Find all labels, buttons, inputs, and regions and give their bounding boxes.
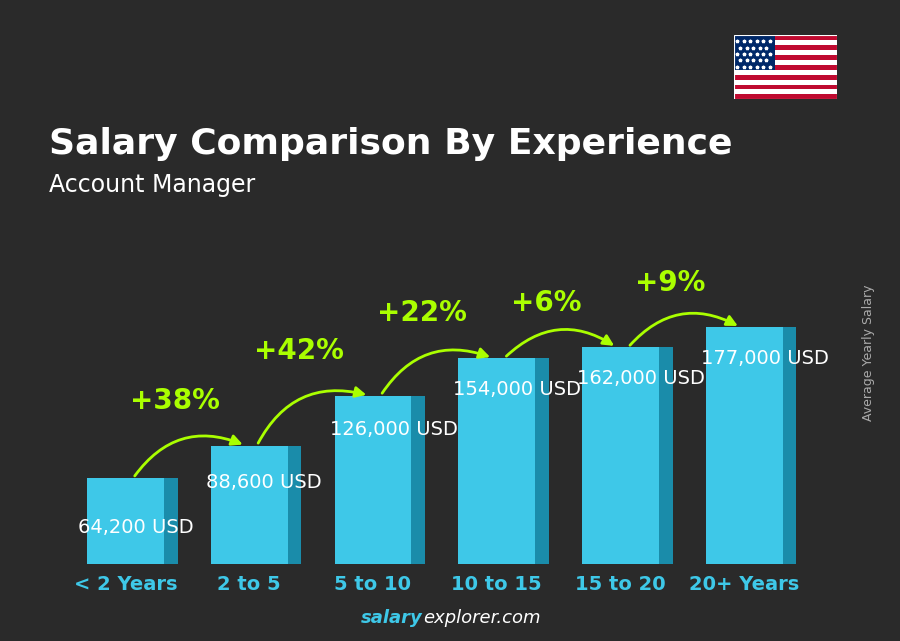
Bar xyxy=(734,94,837,99)
Text: salary: salary xyxy=(361,609,423,627)
Bar xyxy=(335,395,411,564)
Polygon shape xyxy=(659,347,672,564)
Polygon shape xyxy=(411,395,425,564)
Text: Average Yearly Salary: Average Yearly Salary xyxy=(862,285,875,420)
Polygon shape xyxy=(535,358,549,564)
Bar xyxy=(734,60,837,65)
Text: +6%: +6% xyxy=(511,288,581,317)
Bar xyxy=(87,478,164,564)
Bar xyxy=(211,445,288,564)
Text: 64,200 USD: 64,200 USD xyxy=(78,518,194,537)
Bar xyxy=(734,65,837,70)
Text: 126,000 USD: 126,000 USD xyxy=(329,420,457,439)
Bar xyxy=(734,85,837,90)
Polygon shape xyxy=(782,328,796,564)
Text: +38%: +38% xyxy=(130,387,220,415)
Text: 88,600 USD: 88,600 USD xyxy=(206,473,321,492)
Text: Account Manager: Account Manager xyxy=(49,173,255,197)
Polygon shape xyxy=(288,445,302,564)
Bar xyxy=(734,55,837,60)
Text: +22%: +22% xyxy=(377,299,467,328)
Text: 154,000 USD: 154,000 USD xyxy=(454,379,581,399)
Polygon shape xyxy=(164,478,177,564)
Text: +9%: +9% xyxy=(634,269,705,297)
Text: Salary Comparison By Experience: Salary Comparison By Experience xyxy=(49,127,733,161)
Text: 177,000 USD: 177,000 USD xyxy=(701,349,829,368)
Text: explorer.com: explorer.com xyxy=(423,609,541,627)
Bar xyxy=(734,70,837,75)
Text: 162,000 USD: 162,000 USD xyxy=(577,369,705,388)
Bar xyxy=(734,45,837,50)
Bar xyxy=(734,40,837,45)
Bar xyxy=(734,35,837,40)
Bar xyxy=(734,75,837,79)
Bar xyxy=(582,347,659,564)
Bar xyxy=(734,79,837,85)
Bar xyxy=(734,35,775,70)
Text: +42%: +42% xyxy=(254,337,344,365)
Bar xyxy=(458,358,535,564)
Bar xyxy=(734,50,837,55)
Bar xyxy=(706,328,783,564)
Bar xyxy=(734,90,837,94)
